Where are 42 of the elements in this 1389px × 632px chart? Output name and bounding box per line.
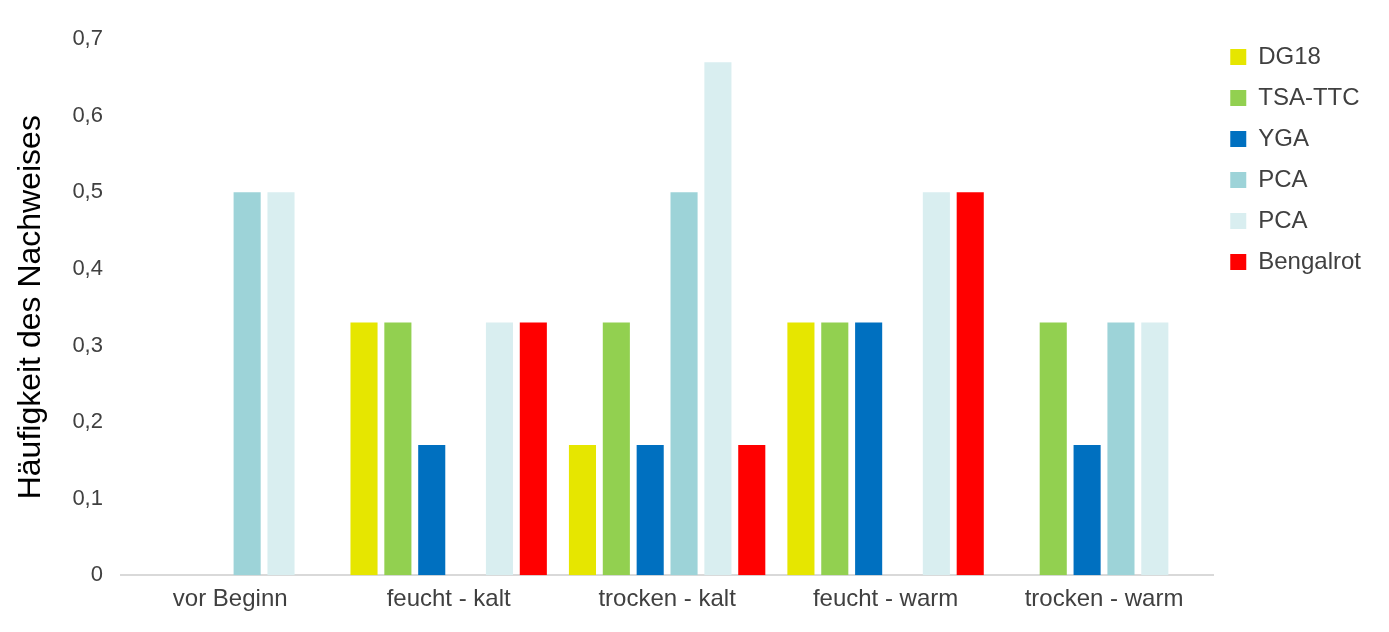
x-tick-label: feucht - warm — [812, 584, 959, 612]
bar — [1107, 322, 1135, 576]
bar — [602, 322, 630, 576]
y-tick-label: 0,4 — [72, 254, 103, 280]
y-tick-label: 0,5 — [72, 178, 103, 204]
bar — [855, 322, 883, 576]
bar — [1039, 322, 1067, 576]
bar — [350, 322, 378, 576]
bar — [233, 192, 261, 576]
bar — [636, 445, 664, 576]
bar — [738, 445, 766, 576]
bar — [821, 322, 849, 576]
bar — [787, 322, 815, 576]
bar — [956, 192, 984, 576]
x-tick-label: vor Beginn — [172, 584, 288, 612]
bar — [1141, 322, 1169, 576]
bar — [922, 192, 950, 576]
y-axis-title: Häufigkeit des Nachweises — [11, 115, 48, 500]
x-tick-label: trocken - kalt — [598, 584, 737, 612]
y-tick-label: 0,3 — [72, 331, 103, 357]
legend-label: YGA — [1258, 123, 1309, 151]
bar — [384, 322, 412, 576]
legend-label: PCA — [1258, 164, 1308, 192]
legend-label: DG18 — [1258, 41, 1321, 69]
bar — [267, 192, 295, 576]
bar — [519, 322, 547, 576]
legend-label: TSA-TTC — [1258, 82, 1360, 110]
bar — [704, 62, 732, 576]
bar — [485, 322, 513, 576]
legend-label: Bengalrot — [1258, 246, 1362, 274]
bar — [418, 445, 446, 576]
bar — [568, 445, 597, 576]
x-tick-label: trocken - warm — [1024, 584, 1184, 612]
x-tick-label: feucht - kalt — [386, 584, 512, 612]
y-tick-label: 0,6 — [72, 101, 103, 127]
legend-label: PCA — [1258, 205, 1308, 233]
y-tick-label: 0,7 — [72, 25, 103, 51]
y-tick-label: 0 — [90, 561, 103, 587]
y-tick-label: 0,2 — [72, 408, 103, 434]
bar — [1073, 445, 1101, 576]
bar — [670, 192, 698, 576]
y-tick-label: 0,1 — [72, 484, 103, 510]
